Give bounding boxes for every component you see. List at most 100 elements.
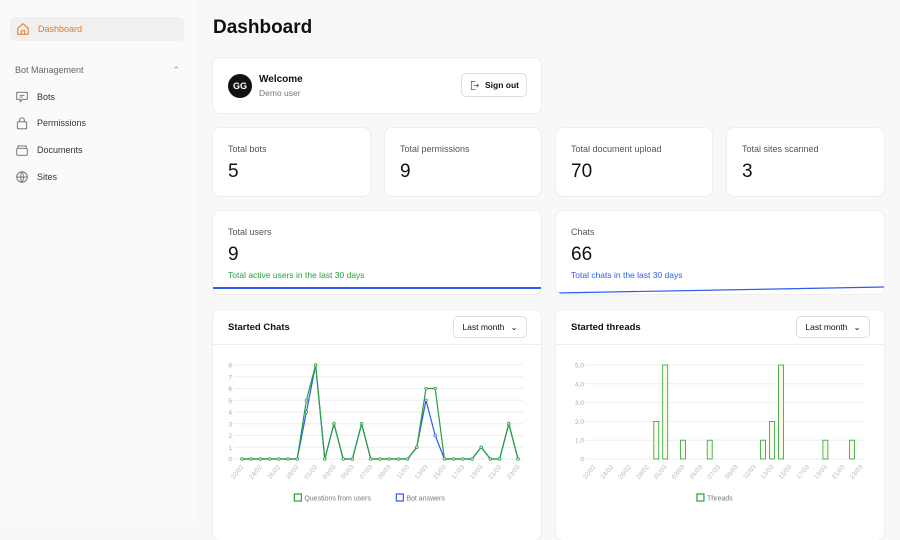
x-tick-label: 05/03 [340,464,356,481]
page-title: Dashboard [213,17,313,38]
x-tick-label: 05/03 [689,464,705,481]
x-tick-label: 21/03 [487,464,503,481]
chart-title: Started threads [571,322,641,333]
chevron-up-icon: ⌃ [172,65,180,75]
legend-swatch [293,493,302,502]
chevron-down-icon: ⌄ [853,321,861,332]
y-tick-label: 6 [228,386,232,393]
stat-value: 70 [571,161,593,182]
y-tick-label: 4 [228,410,232,417]
chart-title: Started Chats [228,322,290,333]
y-tick-label: 0 [580,457,584,464]
sidebar-item-sites[interactable]: Sites [15,170,57,184]
avatar: GG [228,74,252,98]
stat-card-permissions: Total permissions 9 [385,128,541,196]
y-tick-label: 1,0 [575,438,584,445]
archive-icon [16,145,28,156]
sidebar-item-label: Bots [37,92,56,102]
x-tick-label: 09/03 [377,464,393,481]
stat-label: Chats [571,227,595,237]
x-tick-label: 19/03 [813,464,829,481]
sidebar-item-label: Dashboard [38,24,83,34]
y-tick-label: 7 [228,374,232,381]
data-point [479,445,483,449]
data-point [369,457,373,461]
sign-out-icon [470,80,480,90]
y-tick-label: 3,0 [575,400,584,407]
range-value: Last month [805,322,848,332]
data-point [304,398,309,402]
x-tick-label: 15/03 [778,464,794,481]
data-point [304,410,309,414]
welcome-title: Welcome [259,74,303,85]
sidebar-section-bot-management[interactable]: Bot Management ⌃ [15,65,180,76]
legend-label: Bot answers [406,496,445,503]
stat-value: 3 [742,161,753,182]
x-tick-label: 17/03 [795,464,811,481]
chats-note: Total chats in the last 30 days [571,270,683,280]
data-point [461,457,465,461]
stat-value: 9 [400,161,411,182]
y-tick-label: 5,0 [575,363,584,370]
sidebar: Dashboard Bot Management ⌃ Bots Permissi… [0,0,196,522]
home-icon [17,23,29,35]
users-card: Total users 9 Total active users in the … [213,211,541,294]
x-tick-label: 09/03 [724,464,740,481]
data-point [433,386,437,391]
sidebar-item-dashboard[interactable]: Dashboard [10,17,184,41]
bar [680,439,686,460]
x-tick-label: 23/03 [849,464,865,481]
bar-chart: 0 1,0 2,0 3,0 4,0 5,0 22/02 24/02 26/02 28/02 01/0… [575,363,866,503]
range-select[interactable]: Last month ⌄ [453,316,527,338]
x-tick-label: 22/02 [230,464,246,481]
stat-value: 66 [571,244,593,265]
y-tick-label: 5 [228,398,232,405]
bar [662,364,669,460]
data-point [313,363,318,367]
x-tick-label: 24/02 [600,464,616,481]
data-point [295,457,299,461]
lock-icon [16,117,28,130]
stat-card-documents: Total document upload 70 [556,128,712,196]
data-point [433,433,437,438]
x-tick-label: 24/02 [248,464,264,481]
y-tick-label: 8 [228,363,232,370]
data-point [341,457,345,461]
sidebar-item-bots[interactable]: Bots [15,90,55,104]
data-point [378,457,382,461]
stat-label: Total document upload [571,144,662,154]
sign-out-button[interactable]: Sign out [461,73,527,97]
x-tick-label: 23/03 [506,464,522,481]
x-tick-label: 01/03 [303,464,319,481]
range-select[interactable]: Last month ⌄ [796,316,870,338]
stat-value: 9 [228,244,239,265]
sidebar-item-label: Sites [37,172,58,182]
bar [822,439,829,460]
data-point [396,457,401,461]
y-tick-label: 2 [228,433,232,440]
stat-card-bots: Total bots 5 [213,128,370,196]
data-point [442,457,447,461]
data-point [424,398,428,402]
y-tick-label: 1 [228,445,232,452]
data-point [405,457,410,461]
data-point [516,457,520,461]
x-tick-label: 26/02 [267,464,283,481]
data-point [488,457,493,461]
legend-swatch [395,493,404,502]
welcome-card: GG Welcome Demo user Sign out [213,58,541,113]
data-point [387,457,391,461]
x-tick-label: 03/03 [322,464,338,481]
users-note: Total active users in the last 30 days [228,270,365,280]
x-tick-label: 11/03 [396,464,412,481]
sidebar-item-documents[interactable]: Documents [15,143,83,157]
bar [849,439,856,460]
data-point [286,457,290,461]
sidebar-item-permissions[interactable]: Permissions [15,116,86,130]
x-tick-label: 01/03 [653,464,669,481]
started-threads-card: Started threads Last month ⌄ 0 1,0 2,0 3,0 4,… [556,310,884,540]
bar [760,439,767,460]
section-label: Bot Management [15,65,84,75]
x-tick-label: 13/03 [760,464,776,481]
